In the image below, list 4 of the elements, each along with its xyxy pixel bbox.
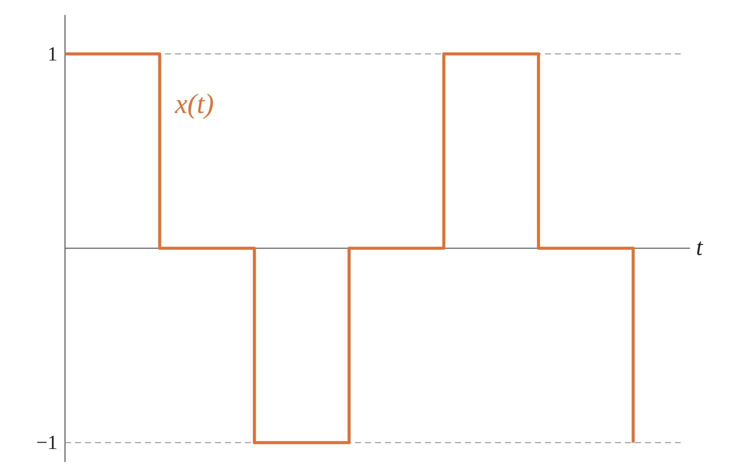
x-axis-title: t (696, 235, 704, 262)
annotation: x(t) (174, 89, 214, 120)
y-tick-label: −1 (36, 432, 58, 454)
y-tick-label: 1 (48, 43, 58, 66)
